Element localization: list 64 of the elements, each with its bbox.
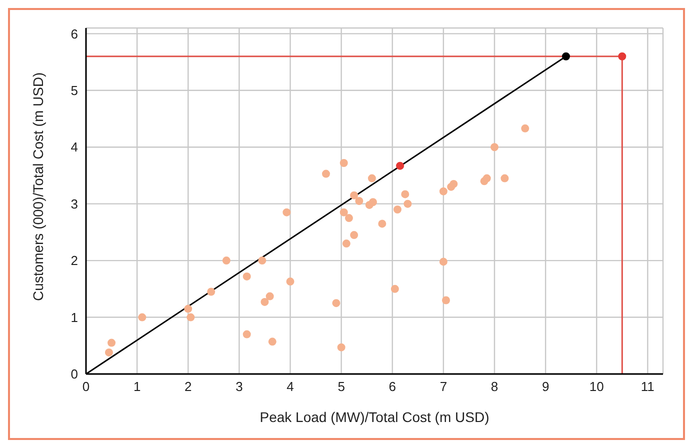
- x-tick-label: 5: [338, 379, 345, 394]
- point: [242, 272, 251, 280]
- point: [258, 256, 266, 265]
- x-tick-label: 7: [440, 379, 448, 394]
- point: [207, 288, 216, 296]
- y-tick-label: 5: [70, 83, 78, 98]
- x-tick-label: 2: [184, 379, 192, 394]
- y-tick-label: 6: [70, 26, 78, 42]
- point: [108, 338, 116, 347]
- point: [342, 240, 350, 248]
- point: [393, 206, 402, 214]
- point: [322, 170, 330, 178]
- point: [332, 299, 340, 308]
- point: [368, 198, 377, 206]
- point: [340, 208, 348, 216]
- point: [266, 292, 274, 300]
- point: [282, 208, 291, 216]
- point: [260, 298, 269, 306]
- point: [242, 330, 251, 338]
- y-axis-title: Customers (000)/Total Cost (m USD): [30, 72, 46, 301]
- point: [521, 124, 530, 132]
- point: [337, 343, 346, 352]
- point: [350, 191, 358, 200]
- point: [562, 52, 570, 60]
- point: [355, 197, 364, 205]
- point: [490, 143, 498, 152]
- point: [439, 187, 448, 196]
- point: [186, 313, 195, 322]
- point: [439, 258, 448, 266]
- point: [222, 256, 230, 265]
- point: [138, 313, 146, 322]
- x-tick-label: 3: [236, 379, 243, 394]
- point: [184, 304, 192, 313]
- point: [286, 278, 294, 286]
- point: [401, 190, 410, 198]
- point: [104, 348, 113, 356]
- x-tick-label: 11: [640, 379, 654, 394]
- y-tick-label: 1: [70, 310, 78, 325]
- x-axis-title: Peak Load (MW)/Total Cost (m USD): [260, 409, 490, 425]
- point: [378, 220, 386, 228]
- point: [396, 162, 404, 170]
- point: [404, 200, 412, 208]
- point: [344, 214, 353, 222]
- y-tick-label: 3: [70, 196, 78, 212]
- y-tick-label: 2: [70, 253, 78, 268]
- x-tick-label: 1: [133, 379, 141, 394]
- y-tick-label: 0: [70, 366, 78, 382]
- x-tick-label: 0: [82, 379, 90, 394]
- point: [500, 174, 509, 182]
- point: [350, 231, 358, 240]
- y-tick-label: 4: [70, 140, 78, 155]
- point: [268, 338, 276, 346]
- point: [368, 174, 376, 182]
- point: [618, 52, 626, 60]
- point: [442, 296, 450, 304]
- x-tick-label: 9: [542, 379, 550, 394]
- x-tick-label: 8: [490, 379, 498, 394]
- point: [450, 180, 458, 188]
- x-tick-label: 10: [589, 379, 604, 394]
- point: [340, 158, 348, 167]
- point: [482, 174, 491, 182]
- x-tick-label: 4: [286, 379, 294, 394]
- point: [390, 284, 399, 293]
- x-tick-label: 6: [388, 379, 396, 394]
